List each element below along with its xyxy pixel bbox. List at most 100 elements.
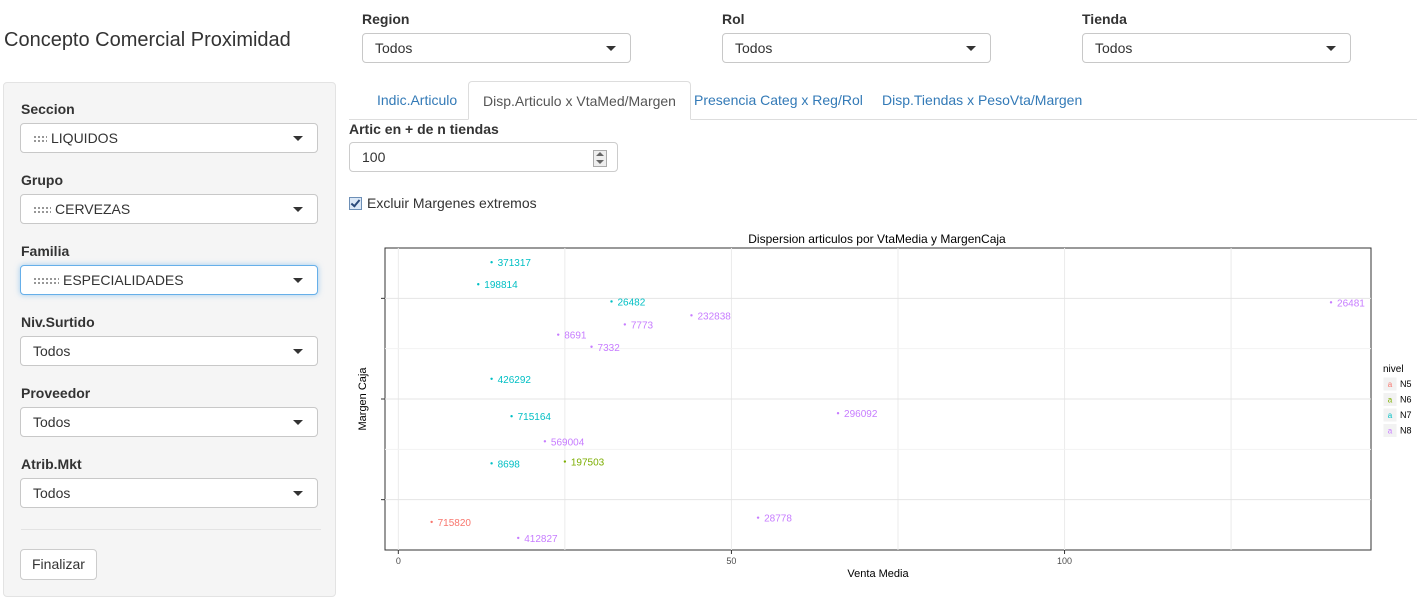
grid-lines <box>385 248 1371 550</box>
data-point <box>510 415 513 418</box>
x-tick-label: 50 <box>726 556 736 566</box>
point-label: 28778 <box>764 514 792 525</box>
region-select[interactable]: Todos <box>362 33 631 63</box>
grip-icon <box>33 135 47 144</box>
legend-key-glyph: a <box>1388 380 1393 389</box>
chevron-down-icon <box>606 46 616 51</box>
rol-value: Todos <box>735 40 773 56</box>
legend-key-glyph: a <box>1388 396 1393 405</box>
grupo-value: CERVEZAS <box>55 201 131 217</box>
point-label: 715164 <box>518 412 552 423</box>
point-label: 8698 <box>498 459 521 470</box>
tab-disp-tiendas[interactable]: Disp.Tiendas x PesoVta/Margen <box>882 92 1083 108</box>
seccion-value: LIQUIDOS <box>51 130 118 146</box>
x-axis-label: Venta Media <box>847 568 909 580</box>
legend-label: N5 <box>1400 379 1412 389</box>
grip-icon <box>33 277 59 286</box>
atrib-label: Atrib.Mkt <box>21 456 82 472</box>
min-tiendas-value: 100 <box>362 149 386 165</box>
data-point <box>1329 301 1333 304</box>
data-point <box>623 323 627 326</box>
legend-key <box>1382 392 1398 407</box>
data-point <box>836 411 840 415</box>
excluir-label: Excluir Margenes extremos <box>367 195 537 211</box>
point-label: 371317 <box>498 258 532 269</box>
x-tick-label: 100 <box>1057 556 1072 566</box>
point-label: 26482 <box>618 297 646 308</box>
chevron-down-icon <box>293 491 303 496</box>
atrib-select[interactable]: Todos <box>20 478 318 508</box>
min-tiendas-input[interactable]: 100 <box>349 142 618 172</box>
tab-indic-articulo[interactable]: Indic.Articulo <box>377 92 458 108</box>
legend-title: nivel <box>1383 364 1404 375</box>
point-label: 197503 <box>571 458 605 469</box>
spinner-icon[interactable] <box>593 150 607 167</box>
point-label: 412827 <box>524 534 558 545</box>
chevron-down-icon <box>293 136 303 141</box>
rol-select[interactable]: Todos <box>722 33 991 63</box>
data-point <box>690 314 693 317</box>
divider <box>21 529 321 530</box>
data-point <box>557 333 560 336</box>
rol-label: Rol <box>722 11 745 27</box>
data-point <box>590 345 593 348</box>
data-point <box>543 440 547 443</box>
proveedor-value: Todos <box>33 414 71 430</box>
plot-panel <box>384 247 1372 551</box>
legend-label: N8 <box>1400 426 1412 436</box>
data-point <box>563 460 567 463</box>
data-point <box>490 260 493 264</box>
seccion-label: Seccion <box>21 101 75 117</box>
point-label: 7773 <box>631 320 654 331</box>
surtido-select[interactable]: Todos <box>20 336 318 366</box>
tienda-value: Todos <box>1095 40 1133 56</box>
point-label: 8691 <box>564 331 587 342</box>
point-label: 198814 <box>484 280 518 291</box>
point-label: 296092 <box>844 409 878 420</box>
chevron-down-icon <box>966 46 976 51</box>
point-label: 7332 <box>598 343 621 354</box>
proveedor-label: Proveedor <box>21 385 91 401</box>
grip-icon <box>33 206 51 215</box>
y-axis-label: Margen Caja <box>357 367 369 431</box>
data-point <box>477 283 480 286</box>
seccion-select[interactable]: LIQUIDOS <box>20 123 318 153</box>
finalizar-button[interactable]: Finalizar <box>20 549 97 580</box>
grupo-label: Grupo <box>21 172 63 188</box>
familia-value: ESPECIALIDADES <box>63 272 184 288</box>
data-point <box>490 377 493 380</box>
chevron-down-icon <box>293 207 303 212</box>
familia-label: Familia <box>21 243 70 259</box>
grupo-select[interactable]: CERVEZAS <box>20 194 318 224</box>
familia-select[interactable]: ESPECIALIDADES <box>20 265 318 295</box>
region-value: Todos <box>375 40 413 56</box>
surtido-label: Niv.Surtido <box>21 314 95 330</box>
legend-label: N7 <box>1400 410 1412 420</box>
data-point <box>490 462 493 465</box>
legend-key-glyph: a <box>1388 411 1393 420</box>
chevron-down-icon <box>293 420 303 425</box>
proveedor-select[interactable]: Todos <box>20 407 318 437</box>
data-point <box>610 300 613 303</box>
legend-key <box>1382 407 1398 423</box>
atrib-value: Todos <box>33 485 71 501</box>
data-point <box>756 516 760 519</box>
x-tick-label: 0 <box>396 556 401 566</box>
legend-key-glyph: a <box>1388 427 1393 436</box>
tab-presencia-categ[interactable]: Presencia Categ x Reg/Rol <box>694 92 863 108</box>
point-label: 715820 <box>438 518 472 529</box>
data-points: 371317 198814 26482 26481 232838 7773 8691 7332… <box>430 258 1365 545</box>
tienda-label: Tienda <box>1082 11 1127 27</box>
data-point <box>430 520 433 524</box>
data-point <box>517 536 520 540</box>
legend-key <box>1382 376 1398 392</box>
point-label: 569004 <box>551 437 585 448</box>
tienda-select[interactable]: Todos <box>1082 33 1351 63</box>
legend: nivel a N5 a N6 a N7 a N8 <box>1382 364 1412 438</box>
excluir-checkbox[interactable] <box>349 197 362 210</box>
tab-disp-articulo[interactable]: Disp.Articulo x VtaMed/Margen <box>468 81 691 120</box>
min-tiendas-label: Artic en + de n tiendas <box>349 121 499 137</box>
surtido-value: Todos <box>33 343 71 359</box>
chart-title: Dispersion articulos por VtaMedia y Marg… <box>748 232 1006 246</box>
chevron-down-icon <box>293 278 303 283</box>
